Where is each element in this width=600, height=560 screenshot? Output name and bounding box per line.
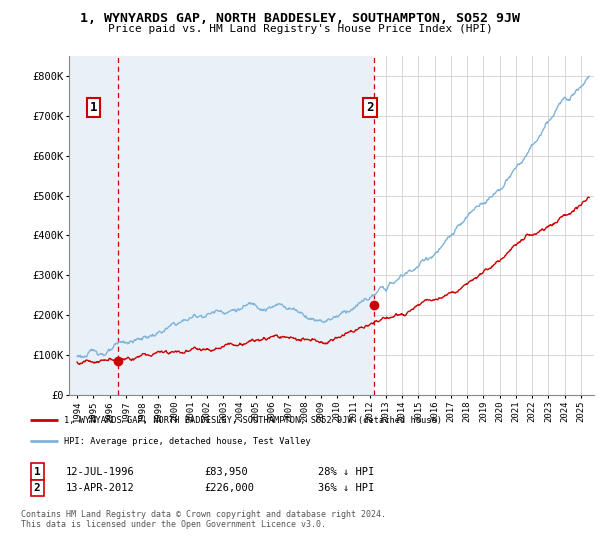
Text: 2: 2 [366,101,373,114]
Text: 36% ↓ HPI: 36% ↓ HPI [318,483,374,493]
Text: Price paid vs. HM Land Registry's House Price Index (HPI): Price paid vs. HM Land Registry's House … [107,24,493,34]
Text: 2: 2 [34,483,41,493]
Text: Contains HM Land Registry data © Crown copyright and database right 2024.
This d: Contains HM Land Registry data © Crown c… [21,510,386,529]
Text: 1, WYNYARDS GAP, NORTH BADDESLEY, SOUTHAMPTON, SO52 9JW (detached house): 1, WYNYARDS GAP, NORTH BADDESLEY, SOUTHA… [64,416,442,424]
Text: 1: 1 [34,466,41,477]
Text: 1: 1 [89,101,97,114]
Text: 13-APR-2012: 13-APR-2012 [66,483,135,493]
Bar [69,56,118,395]
Text: 12-JUL-1996: 12-JUL-1996 [66,466,135,477]
Text: £226,000: £226,000 [204,483,254,493]
Text: £83,950: £83,950 [204,466,248,477]
Text: 1, WYNYARDS GAP, NORTH BADDESLEY, SOUTHAMPTON, SO52 9JW: 1, WYNYARDS GAP, NORTH BADDESLEY, SOUTHA… [80,12,520,25]
Text: HPI: Average price, detached house, Test Valley: HPI: Average price, detached house, Test… [64,437,310,446]
Bar [118,56,374,395]
Text: 28% ↓ HPI: 28% ↓ HPI [318,466,374,477]
